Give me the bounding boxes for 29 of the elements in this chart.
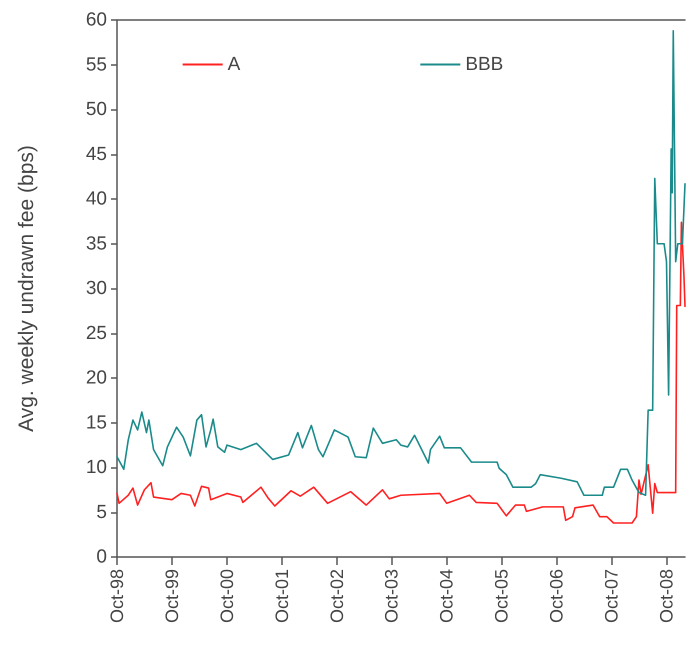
y-tick-label: 5 (96, 502, 107, 523)
x-tick-label: Oct-01 (272, 569, 292, 624)
x-tick-label: Oct-00 (216, 569, 237, 624)
legend-label: BBB (465, 54, 504, 75)
x-tick-label: Oct-07 (601, 569, 622, 624)
y-tick-label: 25 (86, 322, 107, 344)
y-tick-label: 60 (86, 10, 107, 30)
x-tick-label: Oct-99 (162, 569, 182, 624)
y-tick-label: 15 (86, 412, 107, 434)
x-tick-label: Oct-05 (492, 569, 512, 624)
x-tick-label: Oct-04 (436, 569, 457, 624)
y-tick-label: 30 (86, 278, 107, 299)
y-tick-label: 0 (96, 546, 107, 568)
x-tick-label: Oct-08 (656, 569, 676, 624)
legend-label: A (228, 54, 241, 75)
line-series (116, 30, 686, 496)
y-axis-title: Avg. weekly undrawn fee (bps) (15, 145, 38, 432)
x-tick-label: Oct-98 (107, 569, 127, 624)
y-tick-label: 50 (86, 99, 107, 120)
y-tick-label: 20 (86, 368, 107, 388)
y-tick-label: 10 (86, 457, 107, 478)
y-tick-label: 55 (86, 54, 107, 76)
x-tick-label: Oct-03 (382, 569, 402, 624)
line-series (116, 221, 686, 524)
y-tick-label: 35 (86, 233, 107, 254)
y-tick-label: 45 (86, 144, 107, 165)
x-tick-label: Oct-02 (326, 569, 347, 624)
x-tick-label: Oct-06 (546, 569, 567, 624)
y-tick-label: 40 (86, 188, 107, 210)
